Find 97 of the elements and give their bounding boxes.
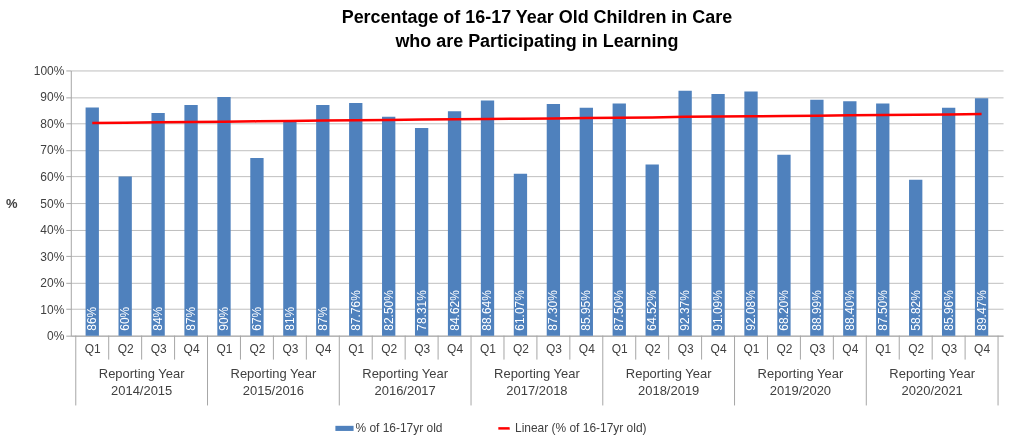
y-tick-label: 30% [40, 249, 65, 264]
bar [876, 103, 890, 336]
x-tick-label: Q4 [315, 342, 332, 357]
x-tick-label: Q1 [84, 342, 102, 357]
data-label: 87.76% [348, 289, 363, 331]
bar [777, 154, 791, 336]
text: Reporting Year 2015/2016 [230, 365, 317, 399]
bar [184, 104, 198, 336]
data-label: 61.07% [513, 289, 528, 331]
data-label: 85.96% [941, 289, 956, 331]
data-label: 78.31% [414, 289, 429, 331]
y-tick-label: 90% [40, 90, 65, 105]
y-tick-label: 10% [40, 302, 65, 317]
data-label: 87% [184, 306, 199, 331]
text: Reporting Year 2020/2021 [889, 365, 976, 399]
x-tick-label: Q4 [447, 342, 464, 357]
data-label: 58.82% [908, 289, 923, 331]
y-axis-title: % [6, 195, 19, 211]
x-tick-label: Q1 [348, 342, 365, 357]
bar [546, 104, 561, 336]
x-tick-label: Q4 [842, 342, 859, 357]
data-label: 64.52% [645, 289, 660, 331]
bar [744, 91, 758, 336]
data-label: 67% [249, 306, 264, 331]
x-tick-label: Q4 [578, 342, 596, 357]
x-tick-label: Q2 [117, 342, 134, 357]
data-label: 68.20% [776, 289, 791, 331]
data-label: 85.95% [579, 289, 594, 331]
bar [217, 96, 231, 336]
y-tick-label: 60% [40, 170, 65, 185]
bar [678, 90, 692, 336]
x-tick-label: Q1 [743, 342, 760, 357]
text: Reporting Year 2018/2019 [625, 365, 713, 399]
bar [316, 104, 330, 336]
line-series [91, 112, 983, 125]
data-label: 60% [118, 306, 133, 331]
x-tick-label: Q3 [414, 342, 431, 357]
text: Reporting Year 2014/2015 [98, 365, 186, 399]
y-tick-label: 40% [40, 223, 65, 238]
x-tick-label: Q3 [282, 342, 299, 357]
y-tick-label: 70% [40, 143, 65, 158]
x-tick-label: Q4 [183, 342, 200, 357]
bar [974, 98, 989, 336]
x-tick-label: Q1 [875, 342, 892, 357]
data-label: 88.64% [480, 289, 495, 331]
data-label: 87.50% [875, 289, 890, 331]
x-tick-label: Q3 [941, 342, 958, 357]
data-label: 81% [282, 306, 297, 331]
text: Reporting Year 2019/2020 [757, 365, 844, 399]
y-tick-label: 80% [40, 116, 65, 131]
x-tick-label: Q4 [710, 342, 727, 357]
bar [414, 127, 429, 336]
x-tick-label: Q2 [908, 342, 925, 357]
data-label: 89.47% [974, 289, 989, 331]
data-label: 84% [151, 306, 166, 331]
data-label: 84.62% [447, 289, 462, 331]
legend-label: % of 16-17yr old [355, 421, 443, 436]
x-tick-label: Q1 [611, 342, 629, 357]
bar [250, 157, 264, 336]
data-label: 88.40% [842, 289, 857, 331]
chart-title: Percentage of 16-17 Year Old Children in Care who are Participating in Learning [341, 6, 733, 51]
bar [151, 112, 165, 336]
x-tick-label: Q3 [150, 342, 167, 357]
x-tick-label: Q2 [776, 342, 793, 357]
y-tick-label: 0% [47, 329, 65, 344]
x-tick-label: Q2 [249, 342, 266, 357]
bar [711, 94, 725, 336]
data-label: 82.50% [381, 289, 396, 331]
x-tick-label: Q1 [480, 342, 497, 357]
data-label: 88.99% [809, 289, 824, 331]
bar [283, 120, 297, 336]
x-tick-label: Q2 [644, 342, 662, 357]
data-label: 87% [315, 306, 330, 331]
x-tick-label: Q2 [381, 342, 398, 357]
x-tick-label: Q3 [545, 342, 563, 357]
y-tick-label: 100% [33, 63, 65, 78]
y-tick-label: 50% [40, 196, 65, 211]
text: Reporting Year 2016/2017 [362, 365, 449, 399]
x-tick-label: Q1 [216, 342, 233, 357]
x-tick-label: Q2 [512, 342, 530, 357]
bar [810, 99, 824, 336]
data-label: 92.37% [678, 289, 693, 331]
x-tick-label: Q3 [809, 342, 826, 357]
legend-label: Linear (% of 16-17yr old) [514, 421, 647, 436]
data-label: 92.08% [744, 289, 758, 331]
data-label: 90% [216, 306, 231, 331]
bar [118, 176, 132, 336]
x-tick-label: Q4 [974, 342, 991, 357]
x-tick-label: Q3 [677, 342, 694, 357]
bar [349, 102, 363, 336]
data-label: 86% [85, 306, 100, 331]
data-label: 87.50% [612, 289, 627, 331]
bar [85, 107, 99, 336]
data-label: 91.09% [711, 289, 726, 331]
text: Reporting Year 2017/2018 [494, 365, 581, 399]
data-label: 87.30% [546, 289, 561, 331]
y-tick-label: 20% [40, 276, 65, 291]
